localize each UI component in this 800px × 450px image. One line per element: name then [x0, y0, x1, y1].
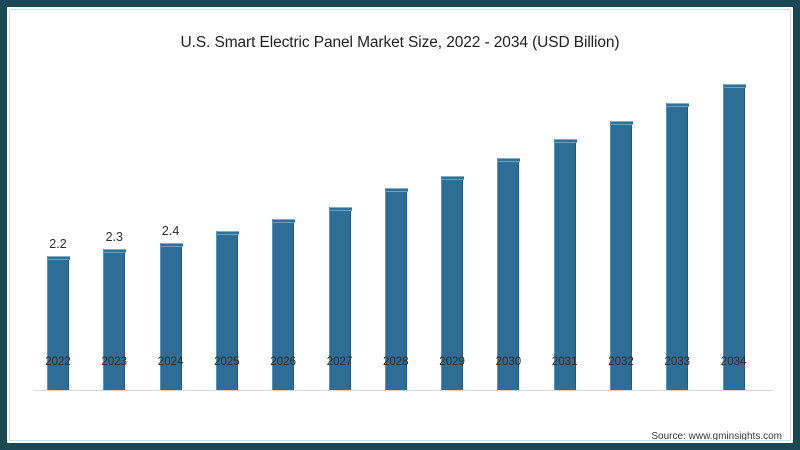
bar-group: 2.4 2024 — [158, 60, 183, 390]
x-axis-tick-label: 2024 — [157, 356, 184, 368]
chart-title: U.S. Smart Electric Panel Market Size, 2… — [180, 34, 620, 51]
bar[interactable] — [610, 121, 633, 390]
x-axis-tick-label: 2027 — [326, 356, 353, 368]
bar[interactable] — [328, 207, 352, 390]
bar[interactable] — [441, 176, 465, 390]
bar-top-highlight — [160, 243, 183, 247]
bar-value-label: 2.4 — [161, 224, 180, 238]
plot-area: 2.2 2022 2.3 2023 2.4 2024 2025 2026 2027 2028 202… — [11, 11, 789, 439]
bar-top-highlight — [667, 103, 690, 107]
bar-group: 2034 — [721, 60, 746, 390]
bar[interactable] — [553, 139, 577, 390]
bar[interactable] — [47, 256, 70, 390]
bar-top-highlight — [723, 84, 746, 88]
bar-group: 2032 — [608, 60, 634, 390]
x-axis-tick-label: 2032 — [608, 356, 634, 368]
x-axis-tick-label: 2028 — [383, 356, 409, 368]
bar[interactable] — [159, 243, 183, 390]
x-axis-tick-label: 2030 — [495, 356, 522, 368]
bar-top-highlight — [611, 121, 633, 125]
bar[interactable] — [666, 103, 690, 390]
bar-value-label: 2.2 — [49, 237, 67, 251]
source-attribution: Source: www.gminsights.com — [651, 431, 782, 442]
bar-top-highlight — [273, 219, 296, 223]
x-axis-tick-label: 2022 — [45, 356, 71, 368]
bar[interactable] — [215, 231, 239, 390]
x-axis-tick-label: 2033 — [664, 356, 691, 368]
bar-group: 2033 — [665, 60, 690, 390]
bar-group: 2029 — [439, 60, 465, 390]
bar[interactable] — [384, 188, 408, 390]
bar-top-highlight — [385, 188, 408, 192]
bar-group: 2030 — [496, 60, 521, 390]
bar-top-highlight — [48, 256, 70, 260]
x-axis-tick-label: 2029 — [439, 356, 465, 368]
bar-group: 2028 — [383, 60, 409, 390]
bar-top-highlight — [554, 139, 577, 143]
bar-group: 2.2 2022 — [45, 60, 71, 390]
bar[interactable] — [722, 84, 746, 390]
bar[interactable] — [497, 158, 521, 390]
bar-top-highlight — [104, 249, 127, 253]
bar[interactable] — [103, 249, 127, 390]
bar-top-highlight — [498, 158, 521, 162]
bar-value-label: 2.3 — [105, 230, 123, 244]
bar-group: 2.3 2023 — [102, 60, 127, 390]
x-axis-tick-label: 2034 — [720, 356, 747, 368]
x-axis-tick-label: 2025 — [214, 356, 240, 368]
bar[interactable] — [272, 219, 296, 390]
bar-group: 2027 — [327, 60, 352, 390]
bar-top-highlight — [329, 207, 352, 211]
bar-group: 2026 — [270, 60, 296, 390]
bar-group: 2031 — [552, 60, 577, 390]
chart-canvas: U.S. Smart Electric Panel Market Size, 2… — [11, 11, 789, 439]
x-axis-tick-label: 2031 — [551, 356, 578, 368]
x-axis-tick-label: 2023 — [101, 356, 128, 368]
bar-top-highlight — [442, 176, 465, 180]
bar-top-highlight — [216, 231, 239, 235]
bar-group: 2025 — [214, 60, 240, 390]
x-axis-line — [33, 390, 773, 391]
x-axis-tick-label: 2026 — [270, 356, 296, 368]
